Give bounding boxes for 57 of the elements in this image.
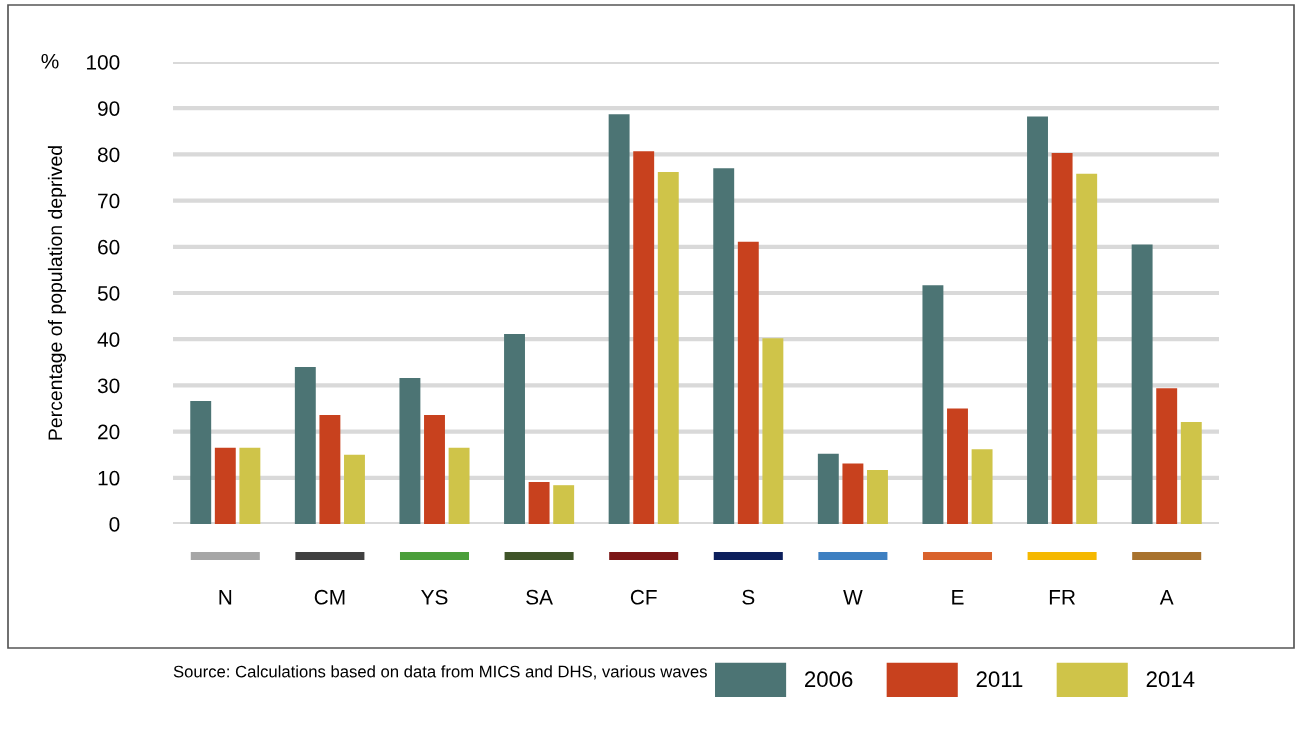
x-tick-label: CF [630, 589, 657, 605]
bar [817, 453, 839, 524]
bar [657, 171, 679, 524]
bar [319, 414, 341, 524]
y-axis-title: Percentage of population deprived [47, 146, 67, 440]
bar [947, 408, 968, 524]
bar [190, 401, 212, 524]
y-tick-label: 50 [97, 286, 120, 301]
y-tick-label: 20 [98, 424, 120, 440]
bar [608, 114, 630, 524]
bar [214, 447, 236, 524]
y-tick-label: 100 [87, 55, 120, 70]
bar [1131, 244, 1153, 524]
bar [1076, 173, 1098, 524]
text: % [41, 53, 59, 69]
bar [762, 338, 784, 524]
x-tick-label: W [843, 590, 863, 605]
x-tick-label: CM [314, 589, 345, 605]
bar [971, 449, 993, 524]
x-tick-label: SA [526, 589, 553, 605]
x-tick-label: A [1159, 590, 1174, 605]
bar [1027, 116, 1048, 524]
bar [922, 285, 944, 524]
bar [737, 241, 759, 524]
y-tick-label: 80 [97, 147, 120, 163]
bar [344, 454, 365, 524]
legend-label: 2014 [1146, 671, 1195, 688]
bar [713, 168, 735, 524]
bar [1156, 388, 1178, 524]
y-tick-label: 70 [98, 193, 120, 209]
legend-label: 2011 [976, 671, 1023, 688]
x-tick-label: FR [1049, 590, 1076, 605]
bar [633, 151, 655, 524]
bar [424, 414, 445, 524]
bar [1180, 421, 1202, 524]
x-tick-label: E [952, 590, 964, 605]
bar [1051, 153, 1073, 524]
source-note: Source: Calculations based on data from MICS and DHS, various waves [173, 665, 707, 680]
bar [448, 447, 470, 524]
y-tick-label: 60 [98, 239, 120, 255]
bar [399, 378, 421, 524]
y-tick-label: 10 [98, 470, 120, 486]
bar [867, 469, 888, 524]
x-tick-label: N [219, 590, 232, 605]
bar [294, 366, 316, 524]
legend-label: 2006 [805, 671, 853, 688]
bar [239, 447, 261, 524]
bar [553, 485, 575, 524]
bar [504, 334, 525, 524]
y-tick-label: 0 [109, 517, 120, 532]
bar [842, 463, 864, 524]
x-tick-label: YS [421, 589, 448, 605]
y-tick-label: 40 [97, 332, 120, 347]
x-tick-label: S [742, 589, 755, 605]
bar [528, 481, 550, 524]
y-tick-label: 90 [98, 101, 120, 116]
y-tick-label: 30 [97, 378, 120, 394]
